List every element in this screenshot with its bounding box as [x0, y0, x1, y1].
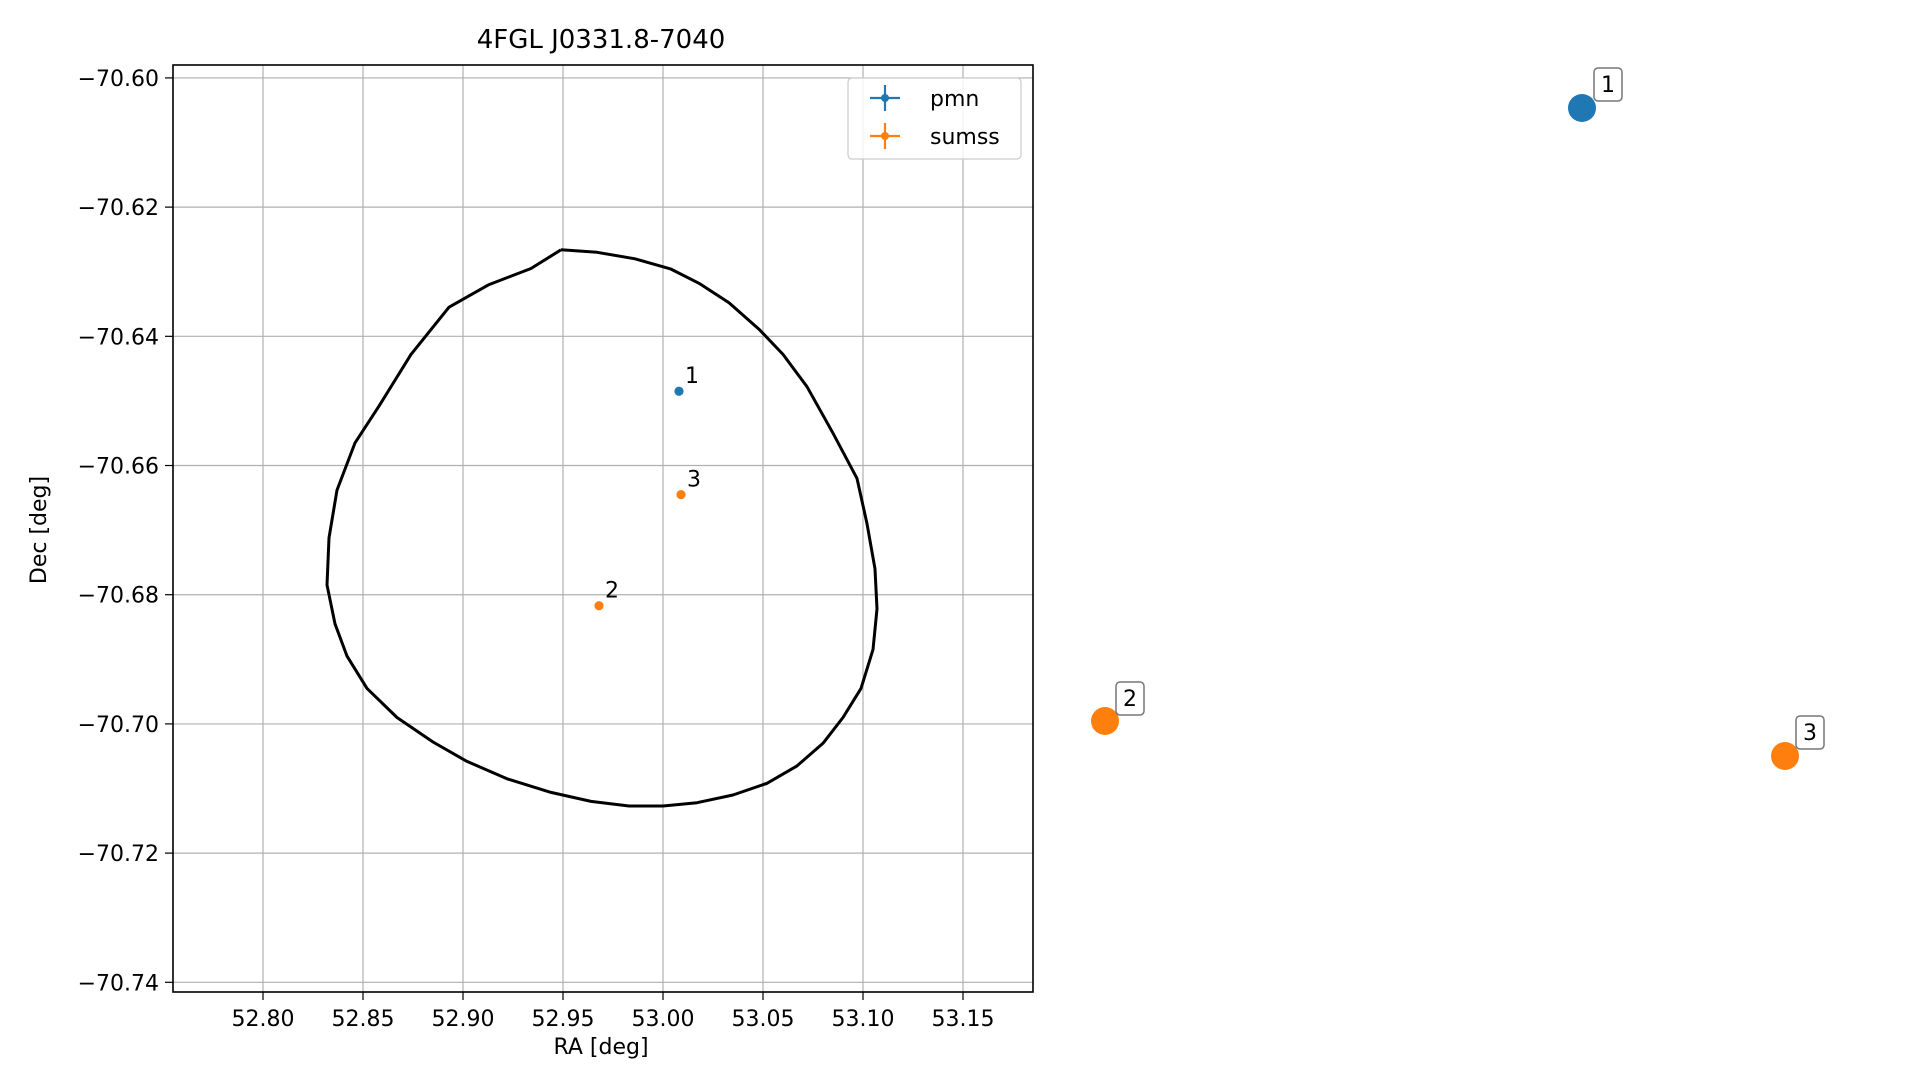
y-tick-label: −70.64: [78, 325, 159, 350]
data-point-pmn-1: [674, 386, 684, 396]
y-tick-label: −70.66: [78, 455, 159, 480]
x-tick-label: 53.00: [632, 1007, 695, 1032]
axes-frame: [172, 64, 1034, 993]
side-label-box-2: [1115, 681, 1145, 716]
plot-frame: [172, 64, 1034, 993]
legend-marker-pmn: [870, 85, 900, 111]
x-tick-label: 52.95: [532, 1007, 595, 1032]
legend-label-pmn: pmn: [930, 87, 979, 112]
grid-lines: [173, 65, 1033, 992]
y-tick-label: −70.74: [78, 971, 159, 996]
error-ellipse: [325, 248, 879, 808]
x-tick-label: 53.05: [732, 1007, 795, 1032]
side-label-3: 3: [1803, 721, 1817, 746]
side-label-2: 2: [1123, 687, 1137, 712]
x-tick-label: 52.80: [232, 1007, 295, 1032]
x-tick-label: 53.15: [932, 1007, 995, 1032]
legend: pmn sumss: [847, 77, 1022, 160]
source-points: 1 2 3: [594, 364, 701, 611]
y-tick-label: −70.70: [78, 713, 159, 738]
side-marker-2: 2: [1091, 681, 1145, 735]
side-label-box-1: [1593, 67, 1623, 102]
x-axis-ticks: 52.80 52.85 52.90 52.95 53.00 53.05 53.10 53.15: [232, 992, 995, 1032]
x-tick-label: 53.10: [832, 1007, 895, 1032]
y-axis-ticks: −70.60 −70.62 −70.64 −70.66 −70.68 −70.70 −70.…: [78, 67, 173, 996]
side-label-box-3: [1795, 715, 1825, 750]
data-point-sumss-3: [676, 489, 686, 500]
side-marker-1: 1: [1568, 67, 1623, 122]
y-axis-label: Dec [deg]: [27, 476, 52, 584]
error-ellipse-outline: [325, 248, 879, 808]
y-tick-label: −70.72: [78, 842, 159, 867]
side-marker-sumss-2: [1091, 707, 1119, 735]
side-marker-sumss-3: [1771, 742, 1799, 770]
y-tick-label: −70.68: [78, 584, 159, 609]
legend-marker-sumss: [870, 123, 900, 149]
side-marker-pmn-1: [1568, 94, 1596, 122]
data-point-sumss-2: [594, 601, 604, 611]
data-point-label: 2: [605, 579, 619, 604]
data-point-label: 1: [685, 364, 699, 389]
x-tick-label: 52.85: [332, 1007, 395, 1032]
sky-map-chart: 4FGL J0331.8-7040 123 52.80 52.85 52.90 52.…: [27, 25, 1034, 1060]
chart-title: 4FGL J0331.8-7040: [477, 25, 726, 55]
y-tick-label: −70.60: [78, 67, 159, 92]
x-axis-label: RA [deg]: [553, 1035, 648, 1060]
legend-label-sumss: sumss: [930, 125, 1000, 150]
data-point-label: 3: [687, 468, 701, 493]
side-marker-3: 3: [1771, 715, 1825, 770]
side-markers: 1 2 3: [1091, 67, 1825, 770]
side-label-1: 1: [1601, 73, 1615, 98]
x-tick-label: 52.90: [432, 1007, 495, 1032]
y-tick-label: −70.62: [78, 196, 159, 221]
